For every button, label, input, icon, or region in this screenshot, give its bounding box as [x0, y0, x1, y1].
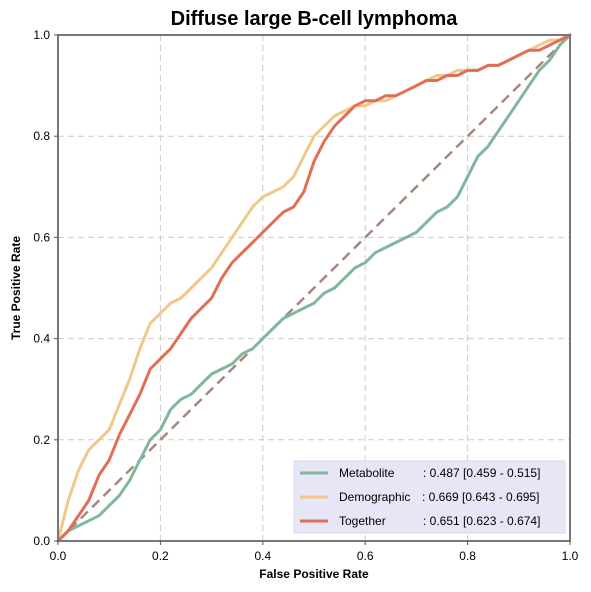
legend-box — [293, 460, 566, 534]
y-tick-labels: 0.0 0.2 0.4 0.6 0.8 1.0 — [33, 28, 58, 548]
y-tick-label: 0.2 — [33, 433, 50, 447]
series-line-together — [56, 33, 572, 543]
x-tick-labels: 0.0 0.2 0.4 0.6 0.8 1.0 — [50, 541, 579, 563]
y-tick-label: 0.8 — [33, 129, 50, 143]
x-axis-label: False Positive Rate — [259, 567, 369, 581]
x-tick-label: 0.8 — [459, 549, 476, 563]
legend-auc-text: : 0.669 [0.643 - 0.695] — [422, 490, 539, 504]
legend-auc-text: : 0.651 [0.623 - 0.674] — [423, 514, 540, 528]
plot-frame — [57, 34, 571, 542]
chart-title: Diffuse large B-cell lymphoma — [171, 8, 459, 30]
x-tick-label: 1.0 — [562, 549, 579, 563]
legend-series-name: Metabolite — [339, 466, 395, 480]
series-line-metabolite — [56, 33, 572, 543]
y-tick-label: 0.0 — [33, 534, 50, 548]
x-tick-label: 0.0 — [50, 549, 67, 563]
x-tick-label: 0.6 — [357, 549, 374, 563]
y-tick-label: 1.0 — [33, 28, 50, 42]
y-tick-label: 0.6 — [33, 230, 50, 244]
y-axis-label: True Positive Rate — [9, 236, 23, 340]
legend-series-name: Together — [339, 514, 386, 528]
x-tick-label: 0.4 — [254, 549, 271, 563]
x-tick-label: 0.2 — [152, 549, 169, 563]
legend-auc-text: : 0.487 [0.459 - 0.515] — [423, 466, 540, 480]
diagonal-line — [57, 34, 571, 542]
legend: Metabolite : 0.487 [0.459 - 0.515] Demogra… — [293, 460, 566, 534]
chance-diagonal — [57, 34, 571, 542]
legend-series-name: Demographic — [339, 490, 410, 504]
y-tick-label: 0.4 — [33, 332, 50, 346]
series-layer — [56, 33, 572, 543]
